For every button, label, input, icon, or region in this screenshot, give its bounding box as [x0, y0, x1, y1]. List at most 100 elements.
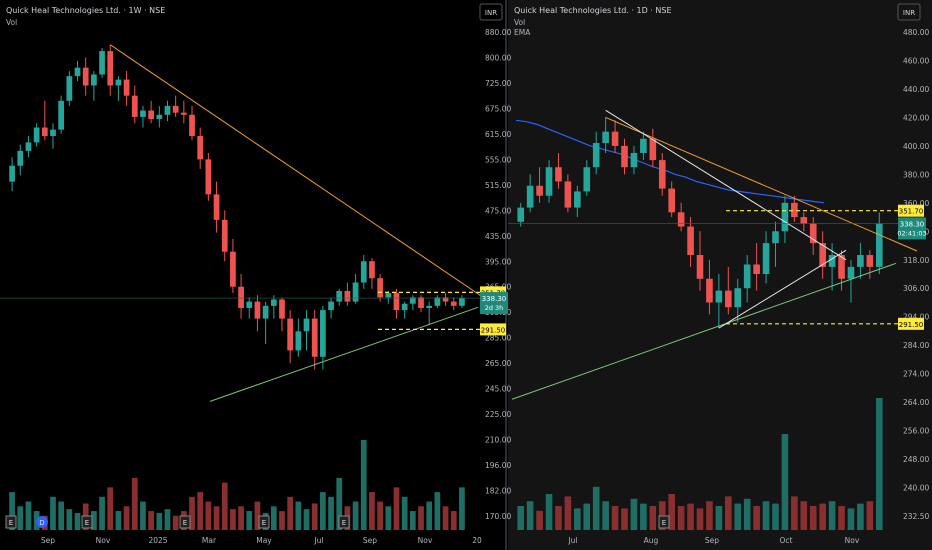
y-tick-label: 225.00 [485, 410, 511, 419]
volume-bar [156, 512, 163, 530]
candle-body [409, 297, 416, 304]
earnings-marker [338, 515, 350, 529]
volume-bar [230, 509, 236, 530]
volume-bar [791, 496, 798, 530]
volume-bar [58, 501, 65, 530]
x-tick-label: Mar [202, 536, 217, 545]
candle-body [262, 305, 269, 319]
volume-bar [25, 501, 32, 530]
volume-bar [668, 494, 675, 530]
candle-body [99, 51, 105, 75]
volume-bar [140, 501, 146, 530]
candle-body [270, 299, 277, 306]
candle-body [687, 226, 694, 256]
volume-bar [772, 503, 779, 530]
volume-bar [91, 511, 97, 530]
y-tick-label: 196.00 [485, 461, 511, 470]
level-tag [898, 204, 924, 217]
volume-bar [649, 506, 657, 530]
volume-bar [401, 496, 408, 530]
candle-body [658, 160, 666, 189]
volume-bar [762, 501, 770, 530]
y-tick-label: 306.00 [903, 284, 929, 293]
event-marker-label: E [262, 519, 266, 527]
candle-body [107, 51, 114, 86]
volume-bar [734, 503, 742, 530]
candle-body [25, 142, 32, 151]
dividend-marker [36, 516, 48, 528]
candle-body [33, 127, 40, 143]
x-tick-label: Jul [567, 536, 577, 545]
indicator-label: EMA [514, 28, 531, 37]
volume-bar [574, 508, 581, 530]
volume-bar [295, 501, 302, 530]
volume-bar [17, 506, 24, 530]
candle-body [450, 301, 457, 306]
volume-bar [385, 506, 392, 530]
candle-body [91, 74, 97, 86]
candle-body [791, 202, 798, 218]
currency-label: INR [903, 9, 915, 17]
volume-bar [238, 506, 244, 530]
y-tick-label: 256.00 [903, 427, 929, 436]
volume-bar [123, 506, 130, 530]
volume-bar [409, 511, 416, 530]
last-price-countdown: 2d 3h [485, 304, 504, 312]
x-tick-label: May [256, 536, 272, 545]
volume-bar [866, 501, 874, 530]
candle-body [583, 167, 591, 192]
candle-body [866, 255, 874, 267]
candle-body [393, 293, 400, 311]
right-panel-bg [508, 0, 932, 550]
candle-body [564, 181, 572, 208]
volume-bar [246, 511, 253, 530]
volume-bar [545, 494, 553, 530]
candle-body [180, 112, 187, 115]
currency-button [897, 3, 921, 21]
candle-body [41, 127, 48, 137]
y-tick-label: 880.00 [485, 28, 511, 37]
volume-bar [564, 496, 572, 530]
volume-bar [279, 511, 285, 530]
volume-bar [328, 496, 334, 530]
volume-bar [303, 509, 310, 530]
volume-bar [426, 501, 433, 530]
candle-body [706, 278, 713, 303]
volume-bar [800, 501, 808, 530]
level-tag [480, 323, 506, 336]
y-tick-label: 380.00 [903, 170, 929, 179]
y-tick-label: 555.00 [485, 155, 511, 164]
level-tag [898, 317, 924, 330]
chart-title: Quick Heal Technologies Ltd. · 1D · NSE [514, 6, 672, 15]
earnings-marker [81, 515, 93, 529]
volume-bar [706, 501, 713, 530]
y-tick-label: 615.00 [485, 130, 511, 139]
candle-body [82, 67, 89, 86]
volume-bar [336, 477, 343, 530]
candle-body [221, 219, 228, 252]
x-tick-label: Nov [96, 536, 111, 545]
volume-bar [221, 482, 228, 530]
candle-body [172, 105, 179, 113]
volume-bar [9, 492, 15, 530]
y-tick-label: 274.00 [903, 370, 929, 379]
candle-body [418, 297, 424, 308]
volume-bar [164, 509, 171, 530]
y-tick-label: 265.00 [485, 359, 511, 368]
volume-bar [857, 503, 864, 530]
currency-button [479, 3, 503, 21]
candle-body [809, 223, 817, 244]
candle-body [800, 217, 808, 224]
candle-body [696, 255, 704, 279]
candle-body [230, 251, 236, 287]
candle-body [164, 105, 171, 115]
candle-body [762, 243, 770, 274]
candle-body [574, 191, 581, 208]
volume-bar [838, 506, 845, 530]
y-tick-label: 170.00 [485, 512, 511, 521]
volume-bar [696, 508, 704, 530]
candle-body [360, 261, 367, 283]
x-tick-label: 2025 [148, 536, 167, 545]
candle-body [205, 159, 212, 195]
x-tick-label: Oct [780, 536, 793, 545]
